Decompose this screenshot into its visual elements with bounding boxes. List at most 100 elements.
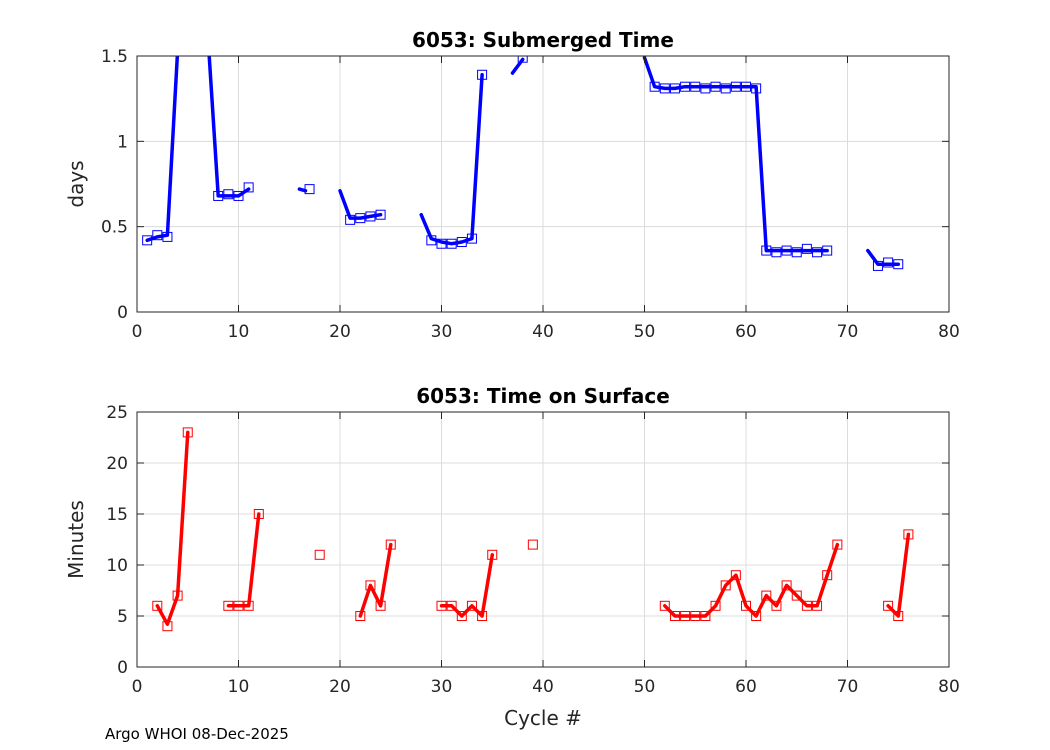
data-point-marker [710,81,721,92]
series-line-segment [338,189,383,220]
x-tick-label: 20 [329,322,351,342]
x-tick-label: 0 [132,677,143,697]
y-tick-label: 0 [117,303,128,323]
data-point-marker [791,590,802,601]
data-point-marker [375,209,386,220]
series-line-segment [663,542,840,618]
data-point-marker [456,237,467,248]
data-point-marker [781,245,792,256]
y-tick-label: 5 [117,607,128,627]
data-point-marker [700,611,711,621]
x-axis-label: Cycle # [504,706,582,730]
series-line-segment [207,56,251,198]
data-point-marker [477,611,488,621]
y-axis-label: Minutes [64,500,88,579]
data-point-marker [152,600,163,611]
data-point-marker [872,260,883,271]
data-point-marker [142,235,153,246]
data-point-marker [751,611,762,621]
series-line-segment [642,56,829,253]
x-tick-label: 10 [228,677,250,697]
data-point-marker [761,245,772,256]
data-point-marker [690,81,701,92]
data-point-marker [822,245,833,256]
series-line-segment [226,512,261,608]
data-point-marker [345,214,356,225]
chart-title: 6053: Submerged Time [412,28,674,52]
data-point-marker [243,182,254,193]
data-point-marker [771,247,782,258]
x-tick-label: 60 [735,322,757,342]
data-point-marker [812,247,823,258]
series-line-segment [886,532,911,618]
data-point-marker [223,600,234,611]
data-point-marker [659,600,670,611]
series-line-segment [155,430,190,626]
data-point-marker [375,600,386,611]
data-point-marker [893,611,904,621]
data-point-marker [883,257,894,268]
data-point-marker [659,83,670,94]
data-point-marker [710,600,721,611]
x-tick-label: 70 [837,677,859,697]
data-point-marker [436,600,447,611]
x-tick-label: 20 [329,677,351,697]
data-point-marker [781,580,792,591]
data-point-marker [761,590,772,601]
y-tick-label: 1.5 [101,47,128,67]
data-point-marker [812,600,823,611]
data-point-marker [223,189,234,200]
series-line-segment [419,73,484,246]
x-tick-label: 50 [634,322,656,342]
data-layer [152,427,914,632]
x-tick-label: 30 [431,677,453,697]
series-line-segment [439,553,495,618]
series-line-segment [866,248,901,266]
data-point-marker [314,549,325,560]
series-line-segment [297,187,308,193]
data-layer [142,46,904,271]
data-point-marker [822,570,833,581]
x-tick-label: 60 [735,677,757,697]
data-point-marker [669,611,680,621]
data-point-marker [365,211,376,222]
y-tick-label: 0 [117,658,128,678]
data-point-marker [487,549,498,560]
x-tick-label: 30 [431,322,453,342]
data-point-marker [730,81,741,92]
data-point-marker [883,600,894,611]
data-point-marker [446,600,457,611]
y-tick-label: 10 [106,556,128,576]
footer-credit: Argo WHOI 08-Dec-2025 [105,725,289,743]
data-point-marker [355,213,366,224]
chart-panel-surface: 0 10 20 30 40 50 60 70 80 0 5 10 15 20 25 6053: Time on… [64,384,960,730]
chart-title: 6053: Time on Surface [416,384,670,408]
series-line-segment [510,57,525,75]
data-point-marker [527,539,538,550]
data-point-marker [233,600,244,611]
x-tick-label: 80 [938,322,960,342]
data-point-marker [801,243,812,254]
data-point-marker [466,233,477,244]
data-point-marker [669,83,680,94]
data-point-marker [355,611,366,621]
data-point-marker [173,46,182,55]
y-tick-label: 20 [106,454,128,474]
data-point-marker [730,570,741,581]
data-point-marker [903,529,914,540]
data-point-marker [436,238,447,249]
x-tick-label: 10 [228,322,250,342]
x-tick-label: 40 [532,322,554,342]
data-point-marker [680,611,691,621]
data-point-marker [253,509,264,519]
data-point-marker [456,611,467,621]
data-point-marker [213,190,224,201]
data-point-marker [385,539,396,550]
x-tick-label: 50 [634,677,656,697]
data-point-marker [690,611,701,621]
x-tick-label: 0 [132,322,143,342]
data-point-marker [477,69,488,80]
data-point-marker [832,539,843,550]
y-tick-label: 15 [106,505,128,525]
